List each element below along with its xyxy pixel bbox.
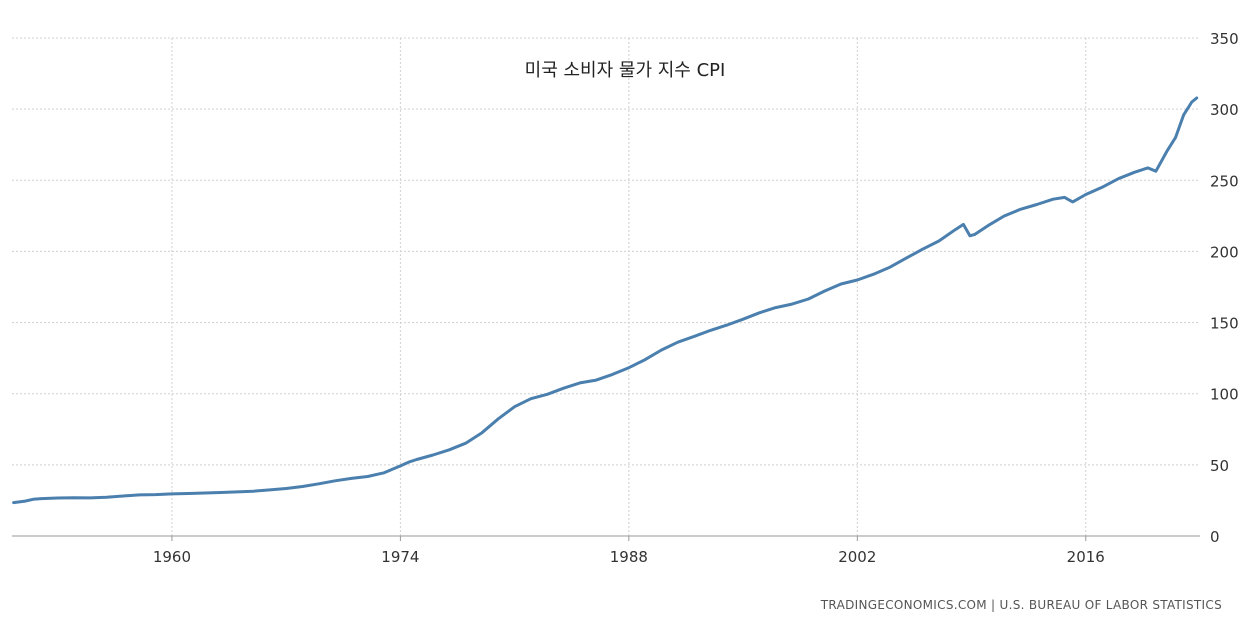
y-tick-label-300: 300	[1210, 101, 1239, 119]
x-tick-label-2002: 2002	[838, 548, 876, 566]
x-tick-label-1988: 1988	[610, 548, 648, 566]
y-tick-label-0: 0	[1210, 528, 1220, 546]
y-tick-label-150: 150	[1210, 315, 1239, 333]
x-axis-ticks: 1960 1974 1988 2002 2016	[153, 536, 1105, 566]
x-tick-label-1960: 1960	[153, 548, 191, 566]
x-tick-label-2016: 2016	[1067, 548, 1105, 566]
source-attribution: TRADINGECONOMICS.COM | U.S. BUREAU OF LA…	[820, 598, 1222, 612]
y-tick-label-200: 200	[1210, 243, 1239, 261]
grid	[12, 37, 1200, 536]
y-tick-label-350: 350	[1210, 30, 1239, 48]
y-tick-label-100: 100	[1210, 386, 1239, 404]
y-tick-label-250: 250	[1210, 172, 1239, 190]
series-line-0	[12, 96, 1199, 505]
series-layer	[12, 96, 1199, 505]
chart-title: 미국 소비자 물가 지수 CPI	[525, 60, 726, 81]
y-tick-label-50: 50	[1210, 457, 1229, 475]
x-tick-label-1974: 1974	[381, 548, 419, 566]
y-axis-ticks: 0 50 100 150 200 250 300 350	[1210, 30, 1239, 546]
